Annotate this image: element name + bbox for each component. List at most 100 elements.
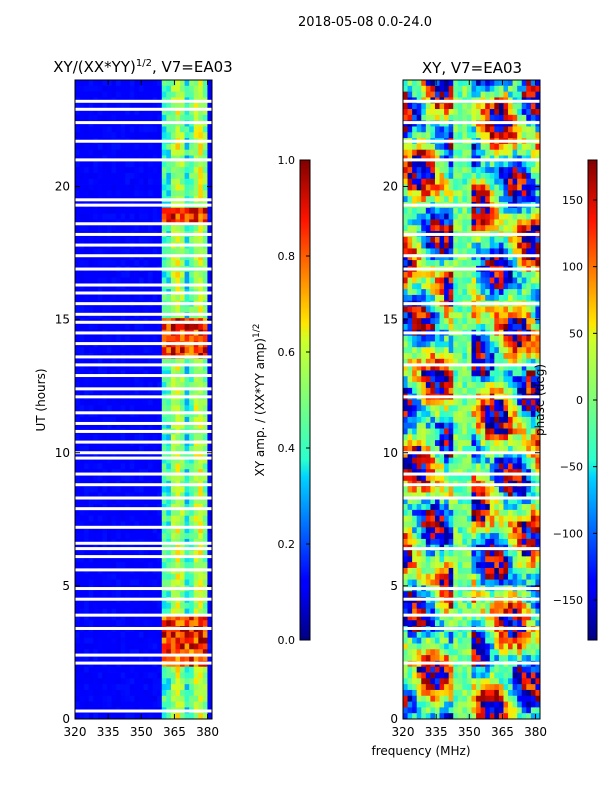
heatmap-cell	[526, 254, 532, 261]
flagged-row	[75, 429, 212, 433]
heatmap-cell	[421, 178, 427, 185]
heatmap-cell	[166, 236, 172, 244]
heatmap-cell	[462, 236, 468, 244]
heatmap-cell	[106, 451, 112, 458]
heatmap-cell	[189, 225, 195, 232]
heatmap-cell	[453, 306, 459, 313]
heatmap-cell	[93, 701, 99, 708]
heatmap-cell	[134, 126, 140, 133]
heatmap-cell	[448, 236, 454, 244]
heatmap-cell	[75, 614, 80, 621]
heatmap-cell	[175, 376, 181, 383]
heatmap-cell	[521, 184, 527, 191]
heatmap-cell	[489, 190, 495, 197]
heatmap-cell	[439, 323, 445, 331]
heatmap-cell	[161, 306, 167, 313]
heatmap-cell	[412, 196, 418, 203]
heatmap-cell	[116, 207, 122, 215]
heatmap-cell	[202, 85, 208, 93]
heatmap-cell	[93, 126, 99, 133]
heatmap-cell	[75, 364, 80, 371]
heatmap-cell	[75, 399, 80, 406]
heatmap-cell	[157, 85, 163, 93]
heatmap-cell	[202, 701, 208, 708]
heatmap-cell	[517, 277, 523, 284]
heatmap-cell	[79, 370, 85, 377]
heatmap-cell	[125, 509, 131, 517]
heatmap-cell	[125, 475, 131, 482]
heatmap-cell	[93, 167, 99, 174]
heatmap-cell	[102, 701, 108, 708]
heatmap-cell	[143, 236, 149, 244]
heatmap-cell	[439, 161, 445, 168]
heatmap-cell	[138, 672, 144, 679]
heatmap-cell	[79, 271, 85, 278]
heatmap-cell	[503, 161, 509, 168]
heatmap-cell	[207, 666, 213, 673]
heatmap-cell	[448, 196, 454, 203]
heatmap-cell	[170, 114, 176, 122]
heatmap-cell	[79, 213, 85, 220]
heatmap-cell	[138, 405, 144, 412]
heatmap-cell	[494, 353, 500, 360]
heatmap-cell	[476, 271, 482, 278]
heatmap-cell	[189, 277, 195, 284]
heatmap-cell	[166, 643, 172, 650]
heatmap-cell	[97, 573, 103, 580]
heatmap-cell	[503, 376, 509, 383]
heatmap-cell	[120, 620, 126, 627]
heatmap-cell	[439, 318, 445, 325]
heatmap-cell	[84, 469, 90, 476]
heatmap-cell	[75, 422, 80, 429]
heatmap-cell	[143, 143, 149, 151]
heatmap-cell	[84, 161, 90, 168]
heatmap-cell	[116, 608, 122, 615]
heatmap-cell	[444, 172, 450, 180]
heatmap-cell	[84, 602, 90, 610]
heatmap-cell	[138, 579, 144, 586]
heatmap-cell	[517, 294, 523, 302]
heatmap-cell	[138, 178, 144, 185]
heatmap-cell	[202, 126, 208, 133]
heatmap-cell	[448, 254, 454, 261]
heatmap-cell	[421, 109, 427, 116]
heatmap-cell	[480, 271, 486, 278]
heatmap-cell	[421, 213, 427, 220]
heatmap-cell	[97, 492, 103, 499]
heatmap-cell	[125, 631, 131, 639]
heatmap-cell	[503, 85, 509, 93]
heatmap-cell	[434, 132, 440, 139]
heatmap-cell	[494, 161, 500, 168]
heatmap-cell	[412, 213, 418, 220]
heatmap-cell	[517, 172, 523, 180]
heatmap-cell	[75, 498, 80, 505]
heatmap-cell	[97, 277, 103, 284]
heatmap-cell	[75, 666, 80, 673]
heatmap-cell	[480, 260, 486, 267]
heatmap-cell	[143, 213, 149, 220]
heatmap-cell	[207, 382, 213, 389]
heatmap-cell	[138, 294, 144, 302]
heatmap-cell	[180, 178, 185, 185]
heatmap-cell	[148, 655, 154, 662]
heatmap-cell	[412, 225, 418, 232]
heatmap-cell	[476, 184, 482, 191]
heatmap-cell	[425, 318, 431, 325]
heatmap-cell	[88, 602, 94, 610]
heatmap-cell	[489, 306, 495, 313]
heatmap-cell	[521, 364, 527, 371]
heatmap-cell	[471, 358, 477, 366]
heatmap-cell	[193, 225, 199, 232]
heatmap-cell	[480, 347, 486, 354]
heatmap-cell	[453, 207, 459, 215]
heatmap-cell	[425, 126, 431, 133]
heatmap-cell	[79, 103, 85, 110]
heatmap-cell	[106, 416, 112, 424]
heatmap-cell	[517, 318, 523, 325]
heatmap-cell	[207, 103, 213, 110]
heatmap-cell	[75, 167, 80, 174]
heatmap-cell	[517, 248, 523, 255]
heatmap-cell	[425, 161, 431, 168]
heatmap-cell	[202, 167, 208, 174]
heatmap-cell	[198, 637, 204, 644]
